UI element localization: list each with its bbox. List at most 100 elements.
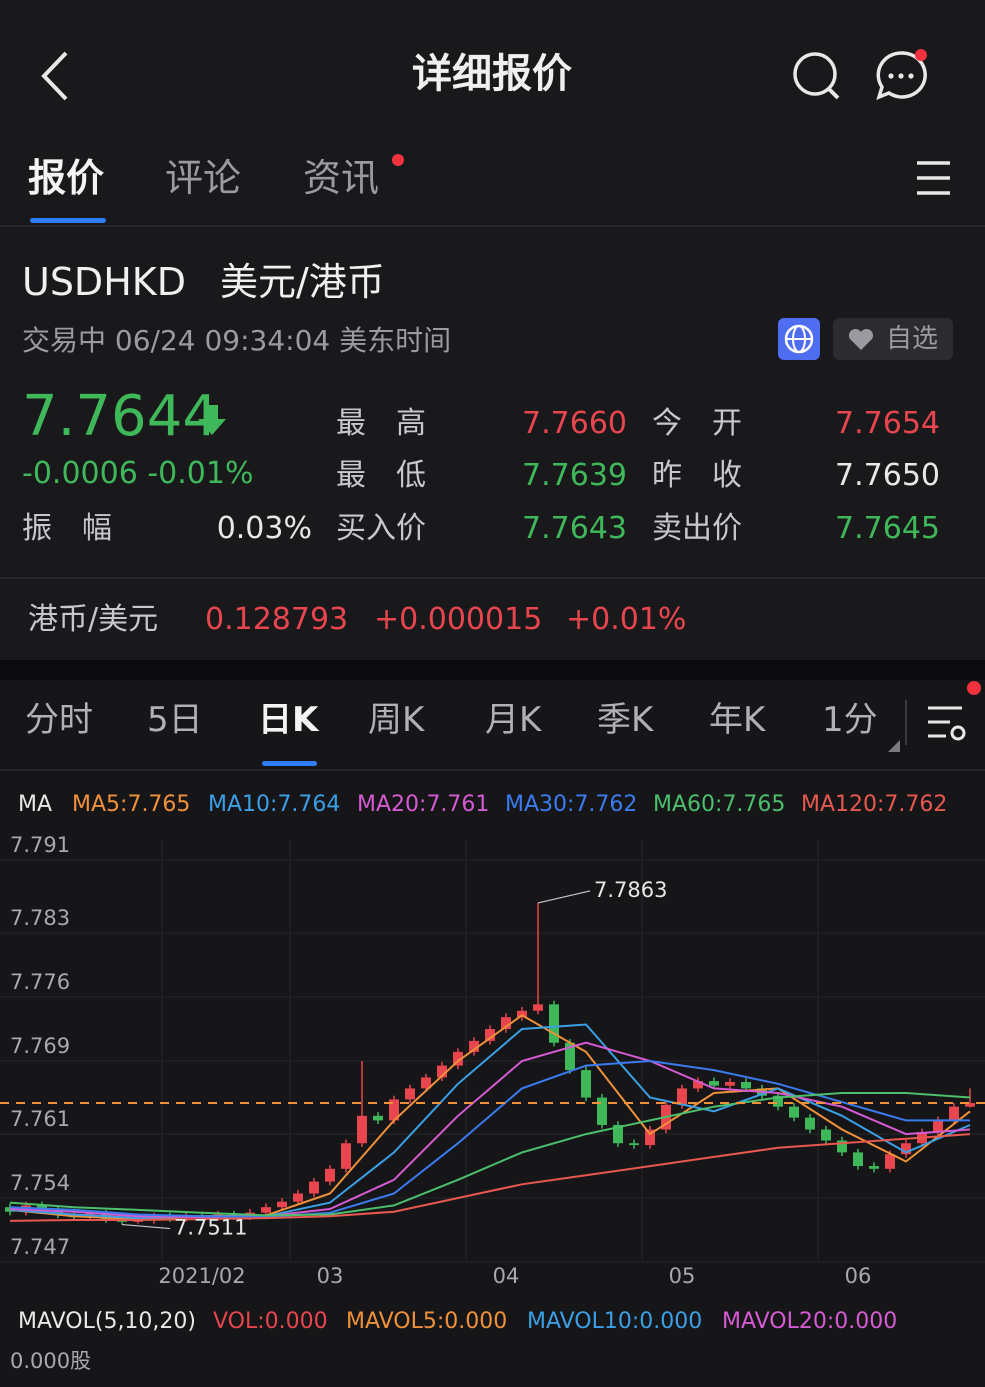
annotation-leader <box>121 1223 171 1230</box>
y-tick-label: 7.791 <box>10 833 70 857</box>
candle-body <box>37 1205 47 1210</box>
candle-body <box>645 1129 655 1146</box>
period-tab[interactable]: 季K <box>597 700 654 741</box>
period-tab[interactable]: 5日 <box>147 700 203 741</box>
candle-body <box>789 1106 799 1118</box>
dropdown-mark <box>888 740 900 752</box>
candle-body <box>341 1143 351 1169</box>
candle-body <box>821 1129 831 1141</box>
field-value: 7.7650 <box>835 457 940 493</box>
field-label: 卖出价 <box>652 510 742 546</box>
candle-body <box>421 1077 431 1089</box>
news-dot <box>392 154 404 166</box>
candle-body <box>261 1207 271 1213</box>
y-tick-label: 7.761 <box>10 1107 70 1131</box>
candle-body <box>405 1088 415 1100</box>
y-tick-label: 7.769 <box>10 1034 70 1058</box>
field-label: 最 高 <box>336 405 426 441</box>
heart-icon <box>848 328 874 350</box>
field-value: 7.7660 <box>522 405 627 441</box>
period-tab[interactable]: 日K <box>258 700 319 741</box>
tab[interactable]: 资讯 <box>303 156 380 201</box>
watch-button[interactable] <box>833 318 953 360</box>
field-value: 7.7654 <box>835 405 940 441</box>
legend-entry: MA60:7.765 <box>653 792 785 817</box>
field-value: 7.7643 <box>522 510 627 546</box>
field-label: 买入价 <box>336 510 426 546</box>
period-indicator <box>262 761 317 766</box>
field-label: 振 幅 <box>22 510 112 546</box>
field-label: 今 开 <box>652 405 742 441</box>
last-price: 7.7644 <box>22 384 218 450</box>
candle-body <box>373 1115 383 1121</box>
cross-change-pct: +0.01% <box>566 601 687 637</box>
period-tab[interactable]: 年K <box>709 700 766 741</box>
symbol: USDHKD <box>22 260 186 305</box>
menu-button[interactable] <box>917 161 950 195</box>
candle-body <box>853 1152 863 1167</box>
ma-label: MA <box>18 792 52 817</box>
candle-body <box>469 1040 479 1052</box>
legend-entry: MA5:7.765 <box>72 792 190 817</box>
ma-line <box>9 1014 971 1221</box>
field-value: 7.7645 <box>835 510 940 546</box>
search-button[interactable] <box>793 52 840 100</box>
candle-body <box>965 1103 975 1107</box>
tab[interactable]: 评论 <box>165 156 242 201</box>
period-tab[interactable]: 1分 <box>822 700 878 741</box>
watch-label[interactable]: 自选 <box>886 323 939 354</box>
candle-body <box>453 1051 463 1066</box>
candle-body <box>549 1004 559 1043</box>
volume-legend: MAVOL20:0.000 <box>722 1309 897 1334</box>
x-tick-label: 05 <box>669 1264 696 1288</box>
candle-body <box>533 1004 543 1011</box>
period-tab[interactable]: 月K <box>485 700 542 741</box>
candle-body <box>277 1201 287 1208</box>
legend-entry: MA20:7.761 <box>357 792 489 817</box>
ma-line <box>9 1041 971 1219</box>
section-gap <box>0 660 985 680</box>
page-title: 详细报价 <box>412 51 572 97</box>
period-tab[interactable]: 分时 <box>25 700 93 741</box>
settings-dot <box>967 681 981 695</box>
max-annotation: 7.7863 <box>594 878 667 902</box>
back-button[interactable] <box>41 51 68 101</box>
globe-button[interactable] <box>778 318 820 360</box>
tab[interactable]: 报价 <box>28 156 105 201</box>
period-tab[interactable]: 周K <box>368 700 425 741</box>
volume-title: MAVOL(5,10,20) <box>18 1309 196 1334</box>
field-value: 7.7639 <box>522 457 627 493</box>
legend-entry: MA30:7.762 <box>505 792 637 817</box>
chart-settings-button[interactable] <box>928 706 966 741</box>
price-change: -0.0006 -0.01% <box>22 455 254 491</box>
candle-body <box>725 1082 735 1086</box>
annotation-leader <box>537 890 591 904</box>
legend-entry: MA120:7.762 <box>801 792 947 817</box>
x-tick-label: 06 <box>845 1264 872 1288</box>
legend-entry: MA10:7.764 <box>208 792 340 817</box>
candle-body <box>741 1082 751 1089</box>
x-tick-label: 04 <box>493 1264 520 1288</box>
candle-body <box>837 1140 847 1153</box>
candle-body <box>357 1115 367 1144</box>
down-arrow <box>198 405 226 435</box>
kline-chart: MA MA5:7.765 MA10:7.764 MA20:7.761 MA30:7.76… <box>0 792 985 1373</box>
candle-body <box>597 1097 607 1125</box>
y-tick-label: 7.747 <box>10 1235 70 1259</box>
candle-body <box>693 1081 703 1089</box>
candle-body <box>485 1029 495 1041</box>
candle-body <box>677 1088 687 1105</box>
message-button[interactable] <box>876 49 927 100</box>
candle-body <box>581 1070 591 1098</box>
field-label: 昨 收 <box>652 457 742 493</box>
tab-indicator <box>30 218 106 223</box>
candle-body <box>709 1081 719 1086</box>
y-tick-label: 7.754 <box>10 1171 70 1195</box>
candle-body <box>389 1099 399 1121</box>
volume-legend: VOL:0.000 <box>213 1309 328 1334</box>
field-value: 0.03% <box>216 510 312 546</box>
candle-body <box>949 1106 959 1121</box>
candle-body <box>325 1168 335 1182</box>
